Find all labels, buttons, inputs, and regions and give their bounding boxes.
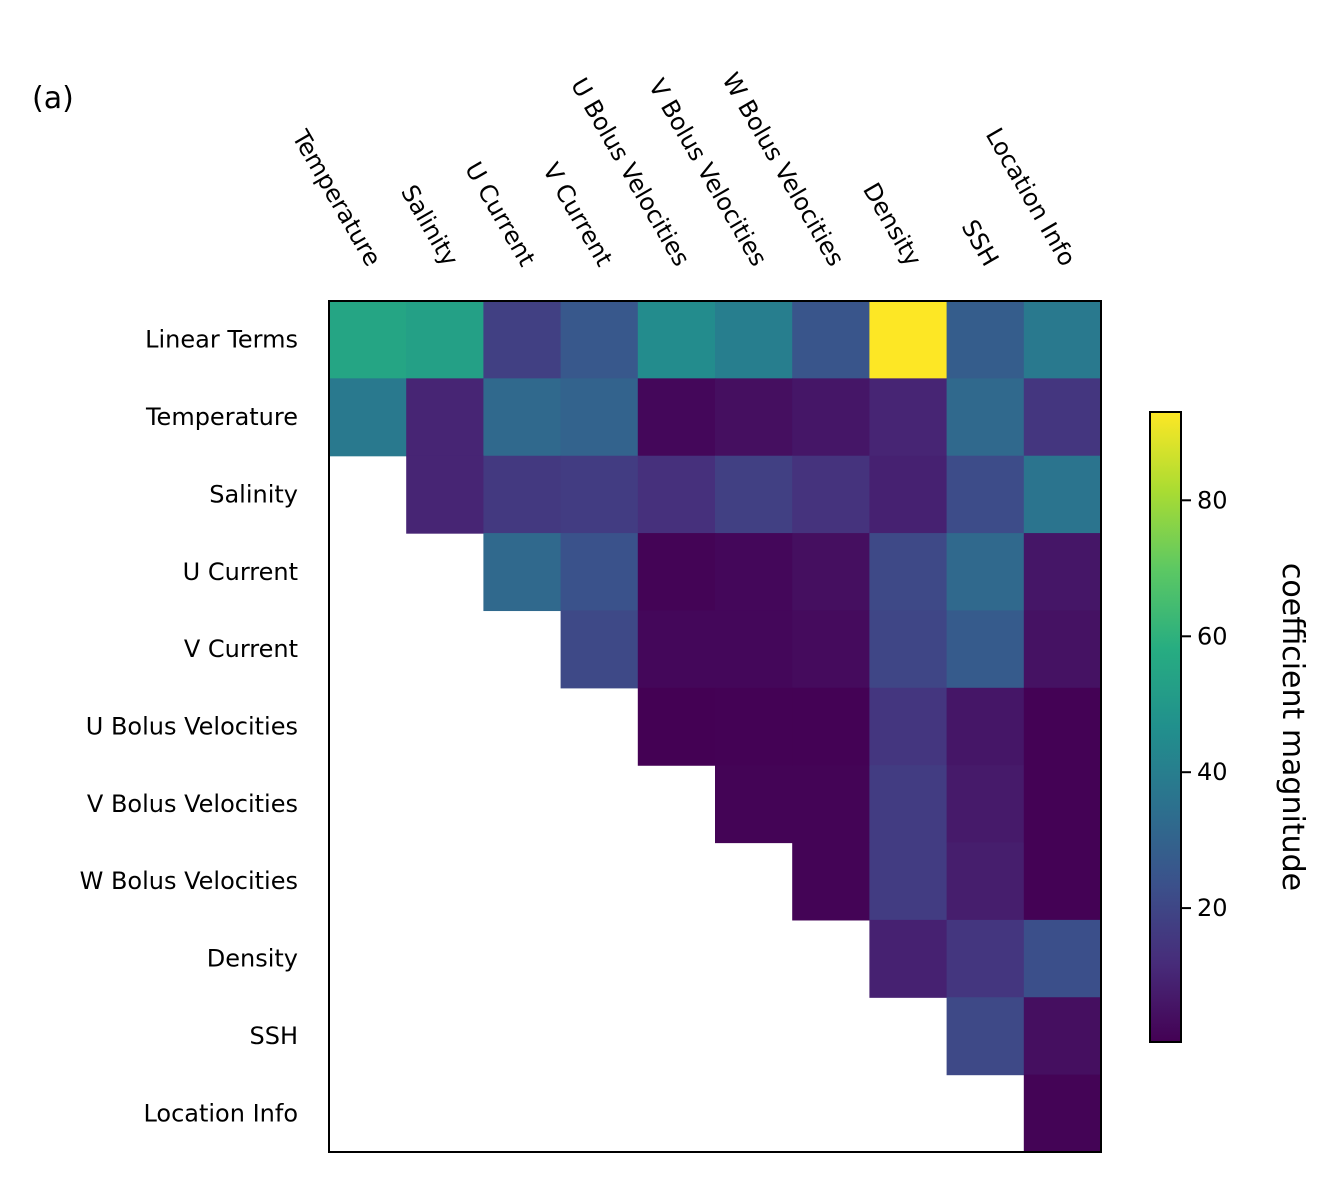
- heatmap-cell: [329, 301, 407, 379]
- column-label: Salinity: [395, 180, 464, 271]
- heatmap-cell: [792, 455, 870, 534]
- heatmap-cell: [483, 455, 562, 534]
- heatmap-cell: [792, 842, 870, 921]
- heatmap-cell: [637, 378, 716, 457]
- heatmap-cell: [483, 301, 562, 379]
- row-label: Salinity: [209, 480, 298, 508]
- heatmap-cell: [715, 610, 793, 689]
- heatmap-cell: [715, 765, 793, 844]
- heatmap-cell: [1023, 455, 1102, 534]
- heatmap-cell: [637, 455, 716, 534]
- heatmap-cell: [792, 378, 870, 457]
- heatmap-cell: [483, 378, 562, 457]
- heatmap-cell: [792, 687, 870, 766]
- heatmap-cell: [946, 610, 1025, 689]
- heatmap-cell: [715, 533, 793, 612]
- heatmap-cell: [869, 533, 948, 612]
- heatmap-cell: [560, 610, 639, 689]
- heatmap-cell: [946, 919, 1025, 998]
- heatmap-cell: [560, 301, 639, 379]
- heatmap-cell: [792, 765, 870, 844]
- row-label: Location Info: [143, 1099, 298, 1127]
- row-label: U Bolus Velocities: [86, 713, 298, 741]
- heatmap-cell: [1023, 919, 1102, 998]
- heatmap-cell: [946, 842, 1025, 921]
- heatmap-cell: [1023, 842, 1102, 921]
- heatmap-cell: [560, 533, 639, 612]
- column-label: U Current: [459, 157, 541, 271]
- panel-label: (a): [32, 81, 74, 116]
- colorbar-tick-label: 80: [1197, 486, 1228, 514]
- heatmap-cell: [1023, 378, 1102, 457]
- column-label: SSH: [956, 215, 1005, 271]
- heatmap-cell: [406, 378, 484, 457]
- heatmap-cell: [946, 997, 1025, 1076]
- heatmap-cell: [946, 687, 1025, 766]
- heatmap-cell: [1023, 687, 1102, 766]
- heatmap-cell: [946, 765, 1025, 844]
- column-label: Density: [857, 178, 927, 271]
- row-label: W Bolus Velocities: [80, 867, 298, 895]
- column-label: V Current: [537, 158, 618, 271]
- heatmap-cell: [1023, 301, 1102, 379]
- heatmap-cell: [869, 919, 948, 998]
- heatmap-cell: [792, 533, 870, 612]
- heatmap-cell: [869, 842, 948, 921]
- heatmap-cell: [792, 301, 870, 379]
- heatmap-cell: [869, 455, 948, 534]
- heatmap-cell: [1023, 533, 1102, 612]
- heatmap-cell: [946, 455, 1025, 534]
- colorbar-tick-label: 60: [1197, 622, 1228, 650]
- heatmap-cell: [792, 610, 870, 689]
- colorbar-tick-label: 40: [1197, 758, 1228, 786]
- heatmap-cell: [1023, 1074, 1102, 1153]
- row-label: V Bolus Velocities: [87, 790, 298, 818]
- colorbar-tick-label: 20: [1197, 894, 1228, 922]
- plot-frame: [328, 300, 1102, 1153]
- heatmap-cell: [560, 378, 639, 457]
- heatmap-cell: [637, 533, 716, 612]
- heatmap-cell: [715, 687, 793, 766]
- heatmap-cell: [1023, 610, 1102, 689]
- heatmap-cell: [483, 533, 562, 612]
- heatmap-cell: [406, 301, 484, 379]
- heatmap-cell: [406, 455, 484, 534]
- heatmap-cell: [637, 301, 716, 379]
- row-label: Density: [207, 945, 298, 973]
- heatmap-cell: [1023, 997, 1102, 1076]
- heatmap-cell: [329, 378, 407, 457]
- colorbar-ticks: 20 40 60 80: [1181, 486, 1228, 922]
- heatmap-cell: [715, 378, 793, 457]
- row-label: V Current: [184, 635, 298, 663]
- heatmap-cell: [869, 687, 948, 766]
- colorbar: 20 40 60 80 coefficient magnitude: [1149, 411, 1310, 1043]
- row-labels: Linear Terms Temperature Salinity U Current…: [80, 326, 298, 1128]
- heatmap-cell: [715, 301, 793, 379]
- heatmap-cells: [329, 301, 1102, 1153]
- heatmap-cell: [946, 301, 1025, 379]
- heatmap-cell: [869, 765, 948, 844]
- heatmap-cell: [715, 455, 793, 534]
- heatmap-cell: [869, 610, 948, 689]
- heatmap-cell: [637, 610, 716, 689]
- column-label: Temperature: [286, 124, 387, 271]
- colorbar-gradient: [1149, 411, 1182, 1043]
- heatmap-cell: [869, 301, 948, 379]
- row-label: SSH: [249, 1022, 298, 1050]
- heatmap-cell: [637, 687, 716, 766]
- heatmap-cell: [946, 378, 1025, 457]
- heatmap-cell: [946, 533, 1025, 612]
- heatmap-cell: [560, 455, 639, 534]
- heatmap-cell: [1023, 765, 1102, 844]
- row-label: U Current: [183, 558, 298, 586]
- row-label: Linear Terms: [145, 326, 298, 354]
- colorbar-label: coefficient magnitude: [1275, 563, 1310, 891]
- heatmap-cell: [869, 378, 948, 457]
- row-label: Temperature: [145, 403, 298, 431]
